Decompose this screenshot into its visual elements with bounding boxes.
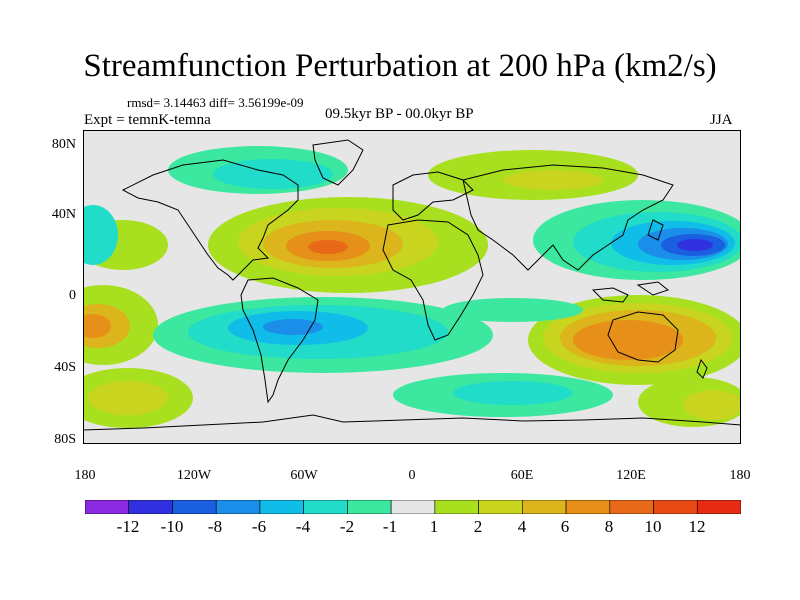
season-label: JJA [710, 112, 733, 128]
lon-label-180e: 180 [729, 468, 751, 483]
lon-label-0: 0 [408, 468, 416, 483]
colorbar-label: 8 [604, 517, 614, 536]
colorbar-swatch [609, 500, 654, 514]
colorbar-label: 1 [429, 517, 439, 536]
colorbar-label: -2 [339, 517, 355, 536]
lat-label-80s: 80S [54, 432, 76, 447]
lon-label-120w: 120W [176, 468, 212, 483]
map-frame [83, 130, 741, 444]
period-label: 09.5kyr BP - 00.0kyr BP [325, 106, 474, 122]
colorbar-swatch [565, 500, 611, 514]
contour-fill [83, 130, 741, 444]
colorbar-swatch [347, 500, 392, 514]
colorbar-swatch [653, 500, 698, 514]
colorbar-swatch [522, 500, 567, 514]
colorbar-label: 6 [560, 517, 570, 536]
colorbar-swatch [434, 500, 479, 514]
colorbar-swatch [215, 500, 261, 514]
colorbar-label: -12 [116, 517, 140, 536]
colorbar-swatch [85, 500, 130, 514]
colorbar-swatch [128, 500, 173, 514]
colorbar-label: -4 [295, 517, 311, 536]
lon-label-180w: 180 [74, 468, 96, 483]
colorbar-swatch [390, 500, 436, 514]
lon-label-120e: 120E [616, 468, 646, 483]
colorbar-label: -6 [251, 517, 267, 536]
colorbar-label: 10 [644, 517, 662, 536]
lon-label-60e: 60E [510, 468, 534, 483]
colorbar-swatch [303, 500, 348, 514]
lat-label-40n: 40N [51, 207, 76, 222]
colorbar-label: -8 [207, 517, 223, 536]
experiment-label: Expt = temnK-temna [84, 112, 211, 128]
colorbar-label: 4 [517, 517, 527, 536]
colorbar-swatch [696, 500, 741, 514]
colorbar [85, 500, 741, 514]
colorbar-swatch [259, 500, 304, 514]
stats-text: rmsd= 3.14463 diff= 3.56199e-09 [127, 95, 304, 110]
lon-label-60w: 60W [290, 468, 318, 483]
colorbar-label: 2 [473, 517, 483, 536]
colorbar-swatch [478, 500, 523, 514]
lat-label-40s: 40S [54, 360, 76, 375]
colorbar-label: -10 [160, 517, 184, 536]
plot-title: Streamfunction Perturbation at 200 hPa (… [83, 48, 717, 84]
lat-label-80n: 80N [51, 137, 76, 152]
colorbar-label: -1 [382, 517, 398, 536]
colorbar-label: 12 [688, 517, 706, 536]
map-plot [83, 130, 741, 444]
coastlines [83, 139, 741, 431]
colorbar-swatch [172, 500, 217, 514]
lat-label-0: 0 [69, 288, 76, 303]
